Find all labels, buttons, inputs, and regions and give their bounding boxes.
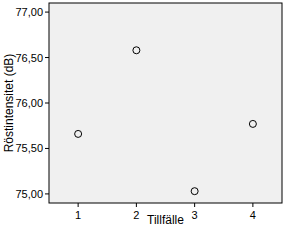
x-tick-label: 4 [250, 209, 256, 221]
data-point [75, 130, 82, 137]
x-tick [194, 203, 195, 207]
y-tick-label: 75,00 [15, 188, 43, 200]
data-point [133, 47, 140, 54]
plot-frame [49, 3, 282, 203]
x-tick-label: 2 [133, 209, 139, 221]
data-point [249, 120, 256, 127]
y-tick-label: 76,00 [15, 97, 43, 109]
data-point [191, 188, 198, 195]
y-axis-label: Röstintensitet (dB) [2, 54, 16, 153]
y-tick-label: 76,50 [15, 52, 43, 64]
y-tick [45, 12, 49, 13]
x-tick [136, 203, 137, 207]
x-axis-label: Tillfälle [147, 213, 184, 227]
y-tick-label: 77,00 [15, 6, 43, 18]
chart-root: 75,00 75,50 76,00 76,50 77,00 1 2 3 4 Tillfälle Rö… [0, 0, 287, 229]
x-tick [252, 203, 253, 207]
plot-background [49, 3, 282, 203]
y-tick-label: 75,50 [15, 142, 43, 154]
x-tick [78, 203, 79, 207]
y-tick [45, 193, 49, 194]
y-tick [45, 103, 49, 104]
x-tick-label: 1 [75, 209, 81, 221]
chart-svg: 75,00 75,50 76,00 76,50 77,00 1 2 3 4 Tillfälle Rö… [0, 0, 287, 229]
y-tick [45, 148, 49, 149]
points [75, 47, 257, 195]
y-tick [45, 57, 49, 58]
x-tick-label: 3 [192, 209, 198, 221]
